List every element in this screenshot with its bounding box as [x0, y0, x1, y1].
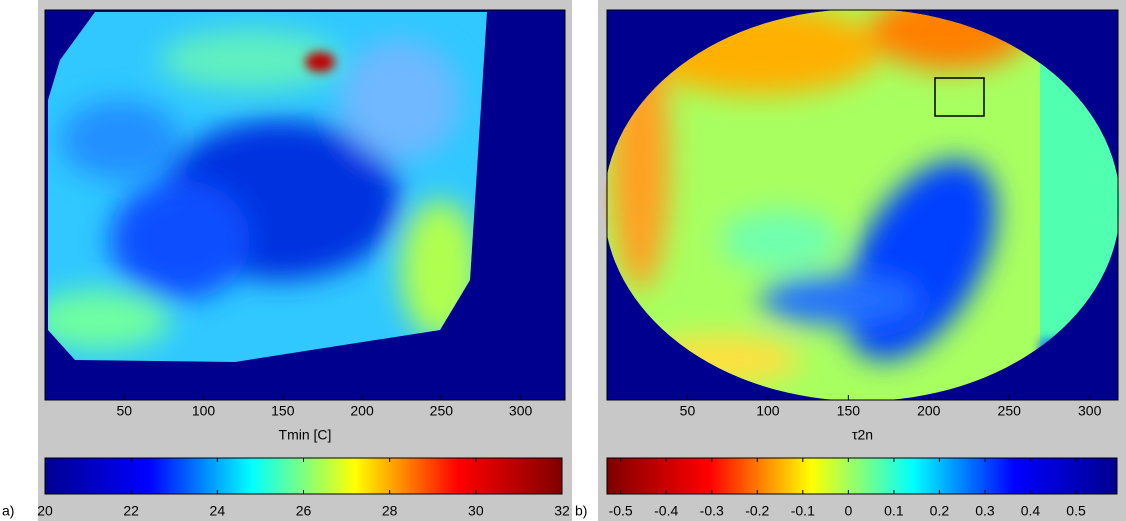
colorbar-tick-label: 0.2: [930, 503, 950, 519]
colorbar: [45, 458, 562, 494]
colorbar-tick-label: -0.3: [700, 503, 724, 519]
colorbar-tick-label: -0.4: [654, 503, 678, 519]
colorbar-tick-label: -0.2: [745, 503, 769, 519]
x-tick-label: 200: [350, 403, 374, 419]
colorbar-tick-label: 20: [37, 503, 53, 519]
colorbar: [607, 458, 1117, 494]
x-tick-label: 100: [756, 403, 780, 419]
colorbar-tick-label: -0.1: [791, 503, 815, 519]
colorbar-tick-label: 32: [554, 503, 570, 519]
colorbar-tick-label: 0.4: [1021, 503, 1041, 519]
x-tick-label: 50: [680, 403, 696, 419]
colorbar-tick-label: 0.1: [884, 503, 904, 519]
colorbar-tick-label: 0.5: [1066, 503, 1086, 519]
panel-label: b): [575, 503, 587, 519]
x-tick-label: 50: [116, 403, 132, 419]
x-tick-label: 200: [917, 403, 941, 419]
colorbar-tick-label: 24: [210, 503, 226, 519]
x-axis-label: τ2n: [852, 427, 873, 443]
figure: 50 100 150 200 250 300 Tmin [C] 20 22 24 26 28 30 32 a…: [0, 0, 1126, 521]
x-tick-label: 150: [271, 403, 295, 419]
x-tick-label: 300: [1078, 403, 1102, 419]
x-tick-label: 250: [998, 403, 1022, 419]
colorbar-tick-label: 22: [123, 503, 139, 519]
colorbar-tick-label: 0: [844, 503, 852, 519]
panel-label: a): [2, 503, 14, 519]
colorbar-tick-label: 30: [468, 503, 484, 519]
x-tick-label: 300: [509, 403, 533, 419]
x-tick-label: 150: [837, 403, 861, 419]
heatmap-image: [607, 0, 1120, 400]
heatmap-image: [30, 10, 565, 400]
colorbar-tick-label: -0.5: [609, 503, 633, 519]
colorbar-tick-label: 0.3: [975, 503, 995, 519]
x-tick-label: 100: [192, 403, 216, 419]
x-axis-label: Tmin [C]: [279, 427, 332, 443]
colorbar-tick-label: 28: [382, 503, 398, 519]
colorbar-tick-label: 26: [296, 503, 312, 519]
x-tick-label: 250: [430, 403, 454, 419]
